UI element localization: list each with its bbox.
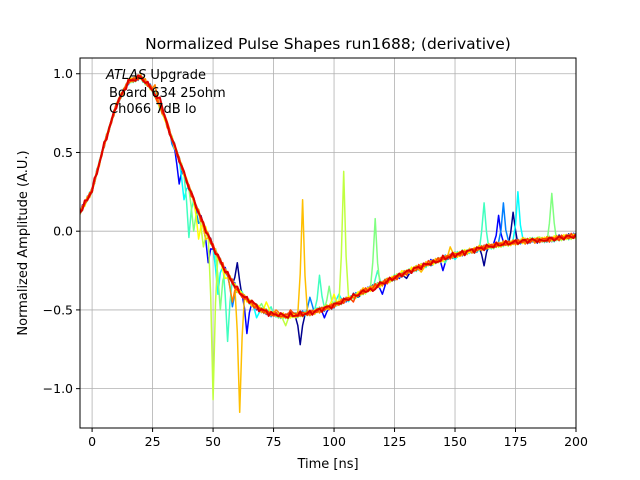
annotation-atlas: ATLAS [105,68,146,83]
x-tick-label: 75 [266,434,282,449]
series-layer [80,73,576,414]
x-tick-label: 175 [504,434,528,449]
y-tick-label: 0.5 [53,145,73,160]
y-tick-label: −0.5 [43,302,73,317]
y-tick-label: −1.0 [43,381,73,396]
x-tick-label: 25 [145,434,161,449]
chart-title: Normalized Pulse Shapes run1688; (deriva… [145,35,511,53]
y-axis-label: Normalized Amplitude (A.U.) [16,150,31,335]
annotation-line-2: Board 634 25ohm [109,86,226,101]
x-tick-label: 150 [443,434,467,449]
x-tick-label: 200 [564,434,588,449]
y-tick-label: 0.0 [53,224,73,239]
pulse-series-line [80,74,576,319]
axis-ticks: 0 25 50 75 100 125 150 175 200 −1.0 −0.5 0.0 0.5 1.0 [43,66,588,449]
x-tick-label: 50 [205,434,221,449]
x-tick-label: 125 [383,434,407,449]
plot-frame [79,57,577,429]
annotation-line-1: ATLAS Upgrade [105,68,206,83]
y-tick-label: 1.0 [53,66,73,81]
x-tick-label: 100 [322,434,346,449]
annotation-upgrade: Upgrade [146,68,206,83]
x-axis-label: Time [ns] [296,457,358,472]
annotation-box: ATLAS Upgrade Board 634 25ohm Ch066 7dB … [105,68,226,117]
annotation-line-3: Ch066 7dB lo [109,102,196,117]
x-tick-label: 0 [88,434,96,449]
